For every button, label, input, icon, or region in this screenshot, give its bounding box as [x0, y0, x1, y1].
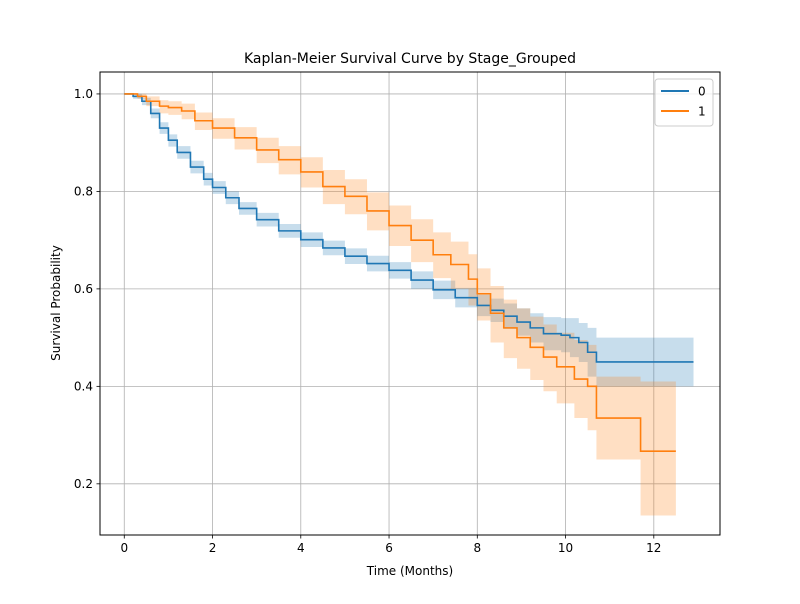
plot-frame [99, 71, 721, 536]
grid [100, 72, 720, 535]
y-tick-label: 0.8 [74, 185, 93, 199]
y-tick-label: 0.4 [74, 380, 93, 394]
y-axis-label: Survival Probability [49, 245, 63, 361]
axis-ticks: 0 2 4 6 8 10 12 0.2 0.4 0.6 0.8 1.0 [74, 87, 662, 555]
x-tick-label: 8 [473, 541, 481, 555]
chart-title: Kaplan-Meier Survival Curve by Stage_Gro… [244, 51, 576, 67]
x-tick-label: 4 [297, 541, 305, 555]
y-tick-label: 0.6 [74, 282, 93, 296]
x-tick-label: 12 [646, 541, 661, 555]
confidence-bands [124, 93, 694, 516]
x-tick-label: 10 [558, 541, 573, 555]
ci-band-series-0 [124, 93, 694, 387]
survival-lines [124, 93, 694, 452]
legend-label-series-1: 1 [698, 105, 706, 119]
x-tick-label: 2 [209, 541, 217, 555]
survival-line-series-1 [124, 93, 676, 452]
legend: 0 1 [654, 78, 714, 127]
y-tick-label: 1.0 [74, 87, 93, 101]
x-axis-label: Time (Months) [366, 564, 453, 578]
x-tick-label: 6 [385, 541, 393, 555]
x-tick-label: 0 [120, 541, 128, 555]
y-tick-label: 0.2 [74, 477, 93, 491]
legend-label-series-0: 0 [698, 85, 706, 99]
survival-line-series-0 [124, 93, 694, 363]
